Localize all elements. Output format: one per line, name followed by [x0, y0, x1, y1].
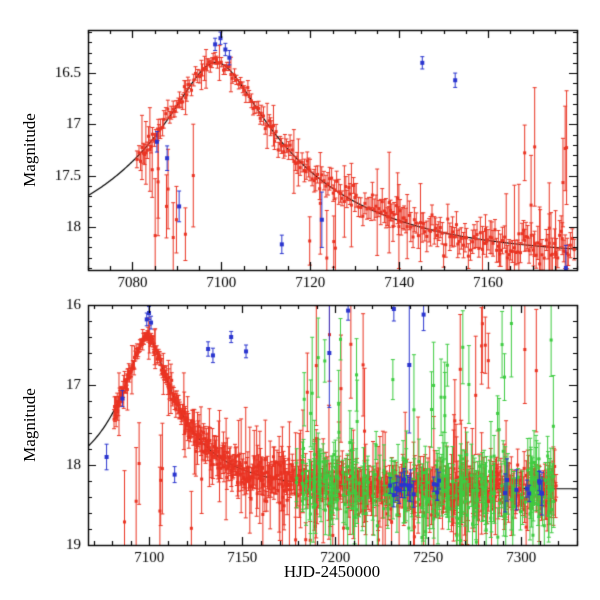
y-axis-label-bottom: Magnitude — [20, 388, 39, 462]
y-axis-label-top: Magnitude — [20, 113, 39, 187]
x-axis-label: HJD-2450000 — [283, 562, 381, 581]
